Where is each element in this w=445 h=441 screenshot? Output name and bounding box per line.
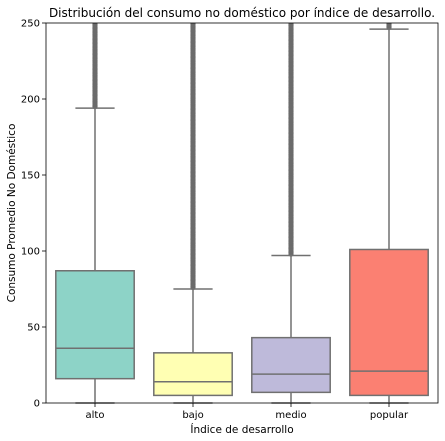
box-rect-medio bbox=[252, 338, 330, 393]
box-rect-alto bbox=[56, 271, 134, 379]
box-bajo bbox=[154, 19, 232, 403]
box-popular bbox=[350, 19, 428, 403]
box-alto bbox=[56, 19, 134, 403]
y-tick-label: 0 bbox=[34, 399, 40, 410]
x-tick-label-bajo: bajo bbox=[182, 410, 203, 421]
y-axis-label: Consumo Promedio No Doméstico bbox=[6, 124, 18, 303]
outlier-point bbox=[190, 19, 195, 24]
outliers-bajo bbox=[190, 19, 195, 290]
x-tick-label-popular: popular bbox=[370, 410, 409, 421]
x-tick-label-alto: alto bbox=[86, 410, 105, 421]
plot-area bbox=[46, 19, 438, 403]
chart-title: Distribución del consumo no doméstico po… bbox=[49, 6, 435, 20]
x-axis-label: Índice de desarrollo bbox=[190, 423, 293, 436]
y-tick-label: 250 bbox=[21, 19, 40, 30]
y-tick-label: 150 bbox=[21, 171, 40, 182]
outlier-point bbox=[386, 19, 391, 24]
y-tick-label: 100 bbox=[21, 247, 40, 258]
y-tick-label: 50 bbox=[27, 323, 40, 334]
box-rect-bajo bbox=[154, 353, 232, 396]
x-tick-label-medio: medio bbox=[275, 410, 306, 421]
y-axis: 0 50 100 150 200 250 bbox=[21, 19, 46, 410]
box-medio bbox=[252, 20, 330, 403]
outliers-alto bbox=[92, 19, 97, 109]
outliers-medio bbox=[288, 20, 293, 256]
box-rect-popular bbox=[350, 249, 428, 395]
x-axis: alto bajo medio popular bbox=[86, 403, 409, 421]
y-tick-label: 200 bbox=[21, 95, 40, 106]
